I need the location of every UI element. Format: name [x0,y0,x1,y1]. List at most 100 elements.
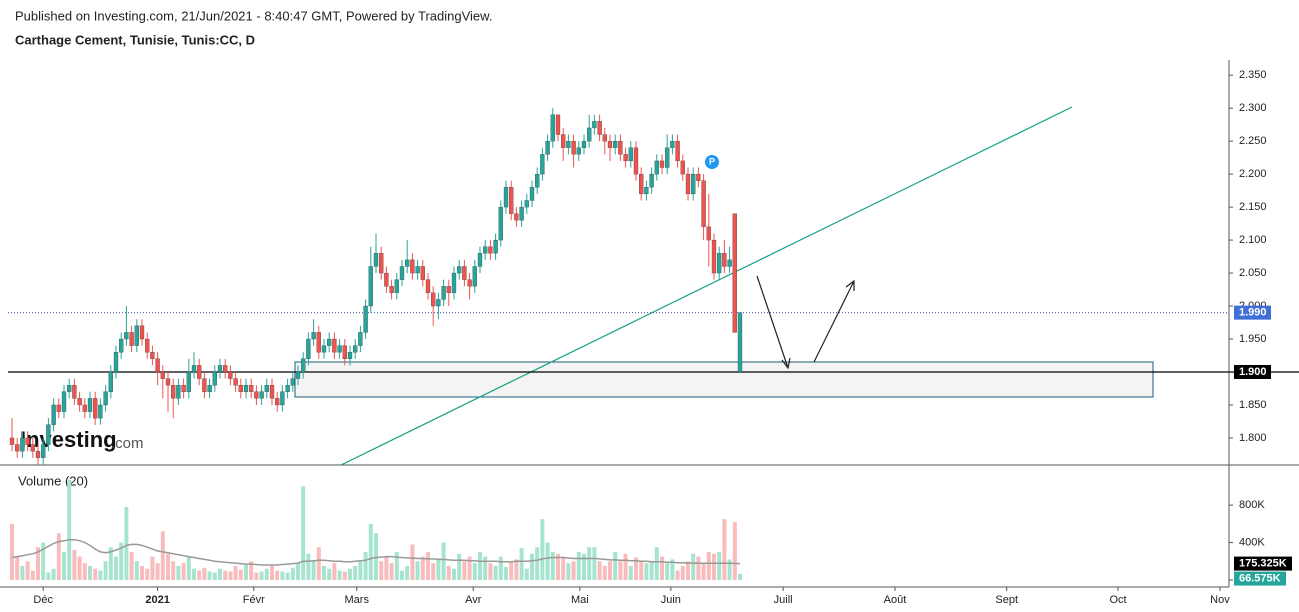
volume-bar [696,556,701,580]
volume-bar [212,572,217,580]
candle-body [571,140,576,155]
candle-body [633,147,639,175]
candle-body [56,404,61,412]
volume-bar [462,561,467,580]
x-tick-label: Août [884,594,907,606]
candle-body [441,286,446,300]
candle-body [550,114,555,142]
x-tick-label: Sept [995,594,1018,606]
volume-bar [36,547,41,580]
volume-bar [665,563,670,580]
volume-bar [457,553,462,580]
x-tick-label: Avr [465,594,482,606]
candle-body [493,239,498,254]
volume-bar [618,561,623,580]
volume-bar [410,544,415,580]
candle-body [602,134,607,142]
y-tick-label: 2.350 [1239,69,1267,81]
candle-body [353,345,358,353]
candle-body [509,187,514,214]
candle-body [202,378,207,392]
candle-body [321,345,327,353]
volume-bar [134,561,139,580]
y-tick-label: 2.300 [1239,102,1267,114]
volume-bar [722,519,727,580]
volume-bar [483,556,488,580]
candle-body [659,160,665,168]
volume-bar [108,547,113,580]
volume-bar [254,572,259,580]
volume-bar [607,561,612,580]
volume-bar [269,565,274,580]
candle-body [519,206,524,221]
level-label: 1.900 [1239,366,1267,378]
candle-body [139,325,145,340]
candle-body [301,358,306,373]
y-tick-label: 2.150 [1239,201,1267,213]
y-tick-label: 400K [1239,536,1265,548]
candle-body [290,378,295,386]
volume-bar [186,556,191,580]
volume-bar [576,551,581,580]
volume-bar [535,547,540,580]
candle-body [722,253,727,267]
candle-body [275,398,280,406]
marker-icon [705,155,719,169]
volume-bar [727,559,732,580]
volume-bar [566,563,571,580]
volume-bar [711,553,716,580]
trend-line [340,106,1073,466]
candle-body [691,173,696,195]
x-tick-label: Févr [243,594,265,606]
candle-body [212,371,217,386]
volume-bar [295,563,300,580]
candle-body [176,385,181,399]
x-tick-label: Nov [1210,594,1230,606]
ma-tag-label: 175.325K [1239,557,1287,569]
candle-body [337,345,342,353]
volume-bar [77,556,82,580]
volume-bar [275,570,280,580]
volume-bar [373,533,378,580]
candle-body [592,121,597,129]
candle-body [295,371,301,379]
candle-body [717,253,722,274]
candle-body [644,187,649,195]
volume-bar [171,561,176,580]
volume-bar [25,561,30,580]
y-tick-label: 2.050 [1239,267,1267,279]
candle-body [384,272,389,287]
volume-bar [420,556,425,580]
volume-bar [717,551,722,580]
x-tick-label: Oct [1109,594,1126,606]
volume-bar [93,568,98,580]
volume-bar [628,565,633,580]
candle-body [399,266,405,280]
candle-body [228,371,233,379]
y-tick-label: 2.100 [1239,234,1267,246]
candle-body [119,338,124,353]
volume-bar [15,556,20,580]
volume-bar [347,568,352,580]
candle-body [587,127,592,142]
volume-bar [654,547,659,580]
volume-bar [394,551,399,580]
volume-title: Volume (20) [18,473,88,488]
candle-body [134,325,139,346]
candle-body [701,180,706,228]
volume-bar [207,571,212,580]
volume-bar [405,565,410,580]
volume-bar [561,556,566,580]
volume-bar [321,565,326,580]
candle-body [223,365,228,373]
volume-bar [264,568,269,580]
volume-bar [639,561,644,580]
candle-body [737,312,743,373]
candle-body [566,140,571,148]
candle-body [155,358,160,373]
candle-body [503,187,509,208]
candle-body [30,444,35,452]
volume-bar [384,556,389,580]
candle-body [576,147,581,155]
candle-body [524,200,529,208]
